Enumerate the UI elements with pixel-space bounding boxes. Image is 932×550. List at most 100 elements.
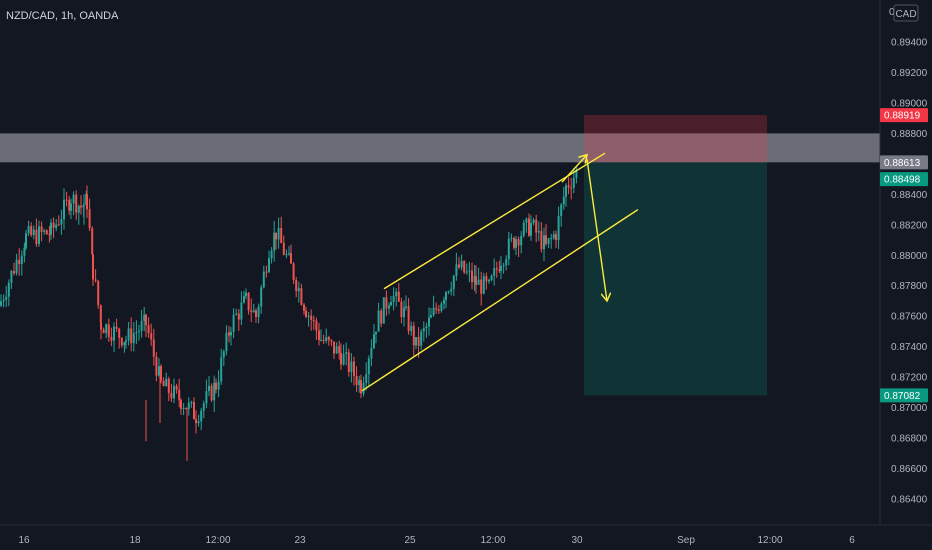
candle-down (68, 199, 71, 211)
candle-up (123, 342, 126, 346)
candle-up (525, 218, 528, 223)
candle-up (43, 230, 46, 232)
candle-down (52, 222, 55, 228)
candle-up (428, 317, 430, 327)
candle-down (412, 325, 415, 346)
price-tick-label: 0.87200 (891, 373, 928, 384)
candle-down (195, 419, 197, 424)
time-tick-label: 23 (294, 535, 306, 546)
price-axis[interactable]: 0.894000.892000.890000.888000.886000.884… (891, 38, 928, 506)
candle-up (405, 306, 407, 308)
candle-down (485, 276, 488, 282)
drawing-annotations[interactable] (361, 152, 639, 392)
time-axis[interactable]: 16 18 12:00 23 25 12:00 30 Sep 12:00 6 (18, 535, 855, 546)
candle-down (333, 341, 335, 354)
candle-down (318, 330, 320, 341)
candle-up (443, 299, 445, 304)
candle-up (273, 232, 276, 251)
price-badges: 0.88919 0.88613 0.88498 0.87082 (880, 108, 928, 403)
candle-up (132, 333, 135, 344)
candle-down (555, 234, 557, 241)
candle-up (547, 238, 550, 244)
candle-up (262, 271, 265, 288)
candle-up (232, 314, 235, 332)
candle-down (305, 310, 307, 317)
candle-down (435, 307, 438, 310)
candle-down (330, 340, 333, 342)
time-tick-label: 25 (404, 535, 416, 546)
candle-down (45, 230, 48, 235)
candle-up (190, 402, 193, 404)
price-tick-label: 0.86800 (891, 434, 928, 445)
candle-down (115, 326, 118, 329)
candle-down (48, 234, 51, 236)
candle-up (38, 226, 40, 245)
price-tick-label: 0.89000 (891, 98, 928, 109)
candle-down (295, 280, 298, 292)
candle-down (18, 259, 21, 264)
candle-up (572, 177, 575, 189)
stop-loss-label: 0.88919 (884, 111, 921, 122)
candle-up (505, 259, 508, 266)
candle-up (113, 326, 115, 341)
candle-up (158, 366, 160, 376)
candle-up (2, 299, 5, 302)
candle-down (340, 352, 342, 365)
candle-up (375, 331, 377, 335)
candle-down (178, 389, 181, 401)
candle-up (173, 385, 175, 399)
candle-up (507, 238, 510, 260)
price-tick-label: 0.87800 (891, 281, 928, 292)
candle-up (377, 310, 380, 332)
candle-up (200, 410, 203, 422)
candle-up (420, 331, 423, 346)
candle-down (99, 305, 102, 323)
candle-up (307, 315, 310, 317)
candle-down (540, 231, 543, 250)
stop-loss-badge (880, 108, 928, 123)
candle-up (370, 348, 373, 359)
candle-up (345, 352, 348, 354)
chart-title: NZD/CAD, 1h, OANDA (6, 10, 119, 22)
current-price-label: 0.88498 (884, 175, 921, 186)
candle-down (13, 270, 15, 274)
price-axis-panel[interactable] (880, 0, 932, 550)
candle-down (120, 337, 123, 346)
axis-top-label: 0 (889, 7, 895, 18)
candle-down (92, 254, 94, 280)
price-tick-label: 0.89400 (891, 38, 928, 49)
candle-up (260, 287, 263, 307)
candle-up (425, 326, 428, 329)
currency-button[interactable] (893, 4, 919, 22)
price-tick-label: 0.87600 (891, 312, 928, 323)
candle-up (488, 279, 490, 282)
candle-down (40, 226, 43, 232)
candle-up (127, 328, 130, 341)
candle-down (338, 346, 341, 353)
candle-down (237, 313, 240, 320)
candle-up (15, 259, 18, 274)
candle-up (460, 261, 463, 268)
candle-down (147, 325, 150, 334)
trend-arrow-2 (561, 155, 587, 183)
candle-up (222, 351, 225, 358)
candle-down (327, 337, 330, 341)
candle-up (450, 288, 453, 292)
candle-up (532, 219, 535, 224)
candle-up (422, 328, 425, 332)
candle-down (353, 361, 355, 376)
position-zones (0, 115, 880, 396)
candle-up (415, 337, 417, 346)
candle-up (257, 306, 260, 317)
candle-up (77, 205, 80, 213)
candle-down (400, 301, 403, 318)
target-price-label: 0.87082 (884, 391, 921, 402)
candles (0, 166, 578, 461)
candle-up (342, 353, 345, 365)
candle-up (5, 296, 8, 300)
candle-up (23, 247, 26, 256)
candle-down (175, 385, 178, 390)
candle-up (447, 291, 450, 293)
